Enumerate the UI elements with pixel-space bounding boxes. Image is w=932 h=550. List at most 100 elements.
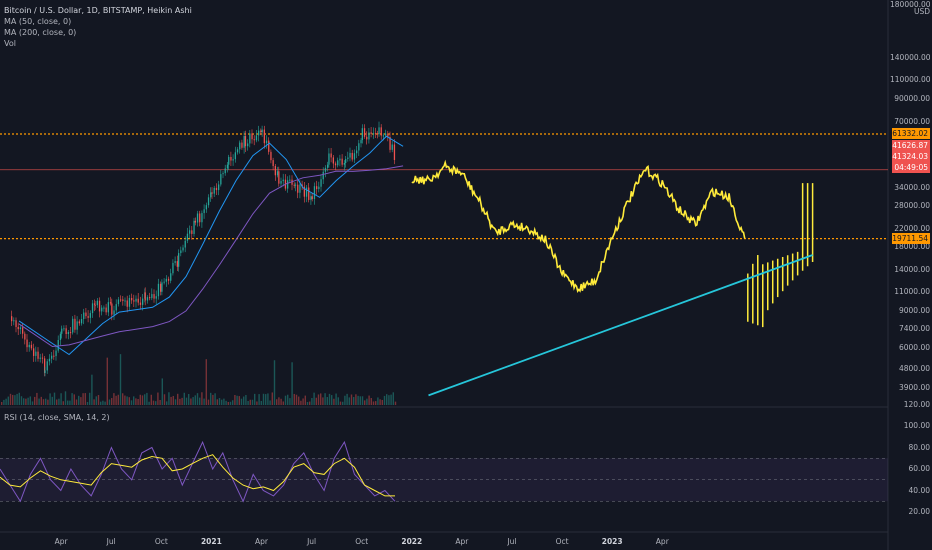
- volume-legend[interactable]: Vol: [4, 39, 16, 48]
- price-axis-label: 6000.00: [898, 343, 930, 353]
- volume-bar: [108, 399, 111, 405]
- price-axis-label: 70000.00: [894, 116, 930, 126]
- candle-body: [370, 132, 372, 135]
- candle-body: [234, 152, 236, 160]
- candle-body: [211, 192, 213, 194]
- volume-bar: [155, 401, 157, 405]
- volume-bar: [45, 398, 47, 405]
- volume-bar: [179, 398, 181, 405]
- volume-bar: [20, 396, 23, 405]
- candle-body: [11, 316, 13, 322]
- rsi-legend[interactable]: RSI (14, close, SMA, 14, 2): [4, 413, 110, 422]
- volume-bar: [328, 393, 331, 405]
- volume-bar: [130, 400, 133, 405]
- volume-bar: [58, 398, 60, 405]
- candle-body: [378, 127, 380, 135]
- candle-body: [356, 150, 358, 154]
- volume-bar: [262, 393, 265, 405]
- volume-bar: [29, 396, 31, 405]
- candle-body: [372, 133, 374, 135]
- volume-bar: [392, 392, 394, 405]
- time-axis-label: Jul: [307, 537, 317, 546]
- rsi-line: [0, 440, 396, 503]
- volume-bar: [236, 395, 238, 405]
- volume-bar: [190, 398, 192, 405]
- price-axis-top: 180000.00: [890, 0, 931, 9]
- candle-body: [255, 135, 258, 141]
- candle-body: [149, 297, 151, 299]
- ma50-legend[interactable]: MA (50, close, 0): [4, 17, 72, 26]
- candle-body: [322, 171, 324, 180]
- volume-bar: [141, 395, 144, 405]
- candle-body: [343, 163, 345, 165]
- candle-body: [126, 300, 128, 307]
- symbol-legend[interactable]: Bitcoin / U.S. Dollar, 1D, BITSTAMP, Hei…: [4, 6, 192, 15]
- volume-bar: [377, 397, 379, 405]
- volume-bar: [3, 399, 5, 405]
- candle-body: [391, 144, 393, 150]
- candle-body: [243, 136, 245, 148]
- volume-bar: [306, 401, 309, 405]
- ma200-line: [18, 165, 404, 348]
- volume-bar: [289, 398, 291, 405]
- candle-body: [103, 307, 105, 309]
- volume-bar: [53, 392, 56, 405]
- volume-bar: [91, 374, 93, 405]
- candle-body: [230, 156, 232, 161]
- candle-body: [51, 355, 53, 359]
- volume-bar: [359, 396, 361, 405]
- volume-bar: [168, 392, 170, 405]
- volume-bar: [163, 394, 166, 405]
- candle-body: [131, 297, 133, 301]
- candle-body: [387, 133, 389, 137]
- volume-bar: [36, 392, 38, 405]
- candle-body: [385, 133, 387, 136]
- volume-bar: [258, 394, 260, 405]
- volume-bar: [370, 398, 372, 405]
- candle-body: [358, 143, 360, 151]
- rsi-ma-line: [0, 454, 395, 497]
- rsi-axis-label: 100.00: [903, 421, 930, 430]
- volume-bar: [100, 401, 102, 405]
- volume-bar: [5, 398, 7, 405]
- candle-body: [13, 320, 15, 322]
- candle-body: [176, 261, 178, 267]
- candle-body: [142, 298, 144, 305]
- last-price-tag: 41324.03: [892, 150, 930, 162]
- volume-bar: [271, 392, 273, 405]
- candle-body: [337, 160, 339, 166]
- volume-bar: [273, 360, 276, 405]
- volume-bar: [14, 395, 16, 405]
- candle-body: [328, 153, 330, 165]
- volume-bar: [150, 394, 152, 405]
- candle-body: [184, 240, 186, 248]
- volume-bar: [388, 395, 390, 405]
- candle-body: [155, 296, 157, 299]
- candle-body: [272, 160, 274, 167]
- volume-bar: [348, 397, 350, 405]
- candle-body: [19, 327, 22, 330]
- candle-body: [236, 149, 239, 153]
- candle-body: [351, 152, 353, 160]
- candle-body: [124, 300, 126, 302]
- candle-body: [35, 351, 37, 356]
- volume-bar: [309, 401, 311, 405]
- candle-body: [78, 321, 80, 324]
- candle-body: [165, 278, 167, 282]
- candle-body: [205, 205, 207, 210]
- candle-body: [61, 328, 63, 334]
- candle-body: [294, 184, 297, 186]
- candle-body: [57, 340, 59, 351]
- candle-body: [153, 294, 155, 299]
- volume-bar: [394, 401, 397, 405]
- candle-body: [330, 153, 332, 158]
- time-axis-label: Apr: [655, 537, 669, 546]
- volume-bar: [256, 401, 258, 405]
- last-price-tag: 04:49:05: [892, 161, 930, 173]
- ma200-legend[interactable]: MA (200, close, 0): [4, 28, 77, 37]
- volume-bar: [339, 401, 342, 405]
- candle-body: [349, 152, 351, 158]
- volume-bar: [238, 396, 240, 405]
- volume-bar: [260, 400, 262, 405]
